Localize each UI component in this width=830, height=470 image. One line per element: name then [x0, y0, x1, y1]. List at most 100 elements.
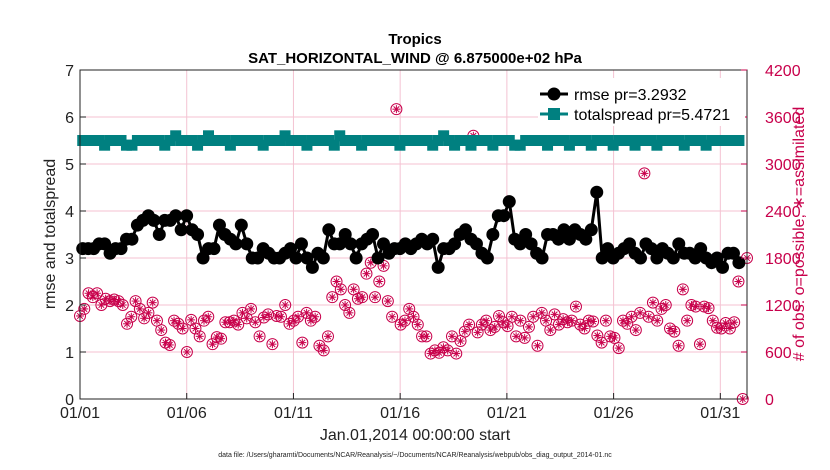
rmse-point — [366, 228, 380, 241]
totalspread-series — [77, 130, 745, 151]
obs-marker-stroke — [303, 309, 310, 316]
obs-marker-circle — [702, 302, 715, 315]
rmse-point — [316, 251, 330, 265]
obs-marker-stroke — [380, 262, 387, 269]
obs-marker-stroke — [81, 305, 88, 313]
obs-marker-stroke — [649, 299, 657, 306]
obs-marker-stroke — [555, 321, 563, 328]
obs-marker-circle — [206, 338, 219, 351]
obs-marker-stroke — [645, 313, 652, 320]
obs-marker-circle — [334, 283, 347, 296]
obs-marker-stroke — [119, 301, 126, 309]
obs-marker-stroke — [93, 290, 101, 297]
obs-marker — [518, 331, 531, 344]
obs-marker — [253, 330, 266, 343]
obs-marker-circle — [617, 314, 630, 327]
totalspread-point — [328, 139, 340, 151]
obs-marker-circle — [578, 322, 591, 335]
obs-marker — [125, 310, 138, 323]
obs-marker-circle — [510, 330, 523, 343]
obs-marker-circle — [155, 324, 168, 337]
obs-marker-circle — [599, 314, 612, 327]
obs-marker-circle — [398, 314, 411, 327]
obs-marker-stroke — [359, 294, 366, 301]
obs-marker-circle — [638, 167, 651, 180]
obs-marker-stroke — [102, 295, 109, 302]
obs-marker-stroke — [384, 297, 391, 305]
obs-marker — [702, 302, 715, 315]
obs-marker-circle — [693, 338, 706, 351]
legend-totalspread-label: totalspread pr=5.4721 — [574, 107, 730, 124]
y-right-tick-label: 600 — [765, 345, 792, 362]
obs-marker-stroke — [175, 320, 182, 327]
obs-marker — [360, 267, 373, 280]
rmse-point — [431, 260, 445, 274]
obs-marker-stroke — [277, 313, 285, 320]
obs-marker-circle — [262, 308, 275, 321]
obs-marker-stroke — [269, 341, 276, 348]
obs-marker-stroke — [183, 348, 191, 356]
x-tick-label: 01/11 — [274, 405, 313, 422]
obs-marker-stroke — [615, 344, 622, 352]
obs-marker-stroke — [414, 321, 421, 328]
obs-marker-circle — [441, 344, 454, 357]
obs-marker — [728, 316, 741, 329]
rmse-point — [688, 251, 702, 265]
obs-marker-circle — [321, 330, 334, 343]
obs-marker-circle — [574, 318, 587, 331]
obs-marker — [599, 314, 612, 327]
obs-marker-stroke — [346, 309, 353, 316]
obs-marker-stroke — [705, 304, 712, 312]
obs-marker-stroke — [589, 318, 597, 325]
legend: rmse pr=3.2932 totalspread pr=5.4721 — [538, 78, 745, 126]
obs-marker — [249, 316, 262, 329]
obs-marker-circle — [681, 314, 694, 327]
obs-marker-circle — [215, 332, 228, 345]
rmse-point — [114, 242, 128, 256]
obs-marker-circle — [176, 322, 189, 335]
obs-marker — [651, 314, 664, 327]
obs-marker-stroke — [641, 170, 648, 177]
obs-marker — [78, 302, 91, 315]
obs-marker — [569, 300, 582, 313]
obs-marker — [274, 310, 287, 323]
chart-subtitle: SAT_HORIZONTAL_WIND @ 6.875000e+02 hPa — [248, 50, 582, 67]
obs-marker-circle — [676, 283, 689, 296]
obs-marker-stroke — [722, 319, 729, 327]
obs-marker — [356, 291, 369, 304]
rmse-point — [212, 218, 226, 232]
obs-marker — [215, 332, 228, 345]
obs-marker-circle — [587, 315, 600, 328]
obs-marker — [296, 336, 309, 349]
obs-marker-circle — [304, 314, 317, 327]
obs-marker — [108, 293, 121, 306]
obs-marker — [659, 299, 672, 311]
obs-marker-stroke — [136, 305, 144, 313]
obs-marker-circle — [172, 317, 185, 330]
obs-marker-stroke — [350, 286, 357, 293]
obs-marker-stroke — [474, 329, 481, 336]
obs-marker-circle — [326, 291, 339, 304]
obs-marker — [634, 306, 647, 319]
obs-marker-stroke — [158, 326, 165, 334]
obs-marker — [689, 300, 702, 313]
obs-marker-stroke — [508, 313, 515, 320]
obs-marker-circle — [411, 318, 424, 331]
obs-marker — [642, 310, 655, 323]
rmse-point — [469, 237, 483, 251]
obs-marker-stroke — [607, 333, 614, 340]
obs-marker — [638, 167, 651, 180]
obs-marker-stroke — [701, 303, 708, 310]
obs-marker — [565, 314, 578, 327]
y-tick-label: 0 — [65, 392, 74, 409]
obs-marker-stroke — [140, 315, 148, 322]
obs-marker-stroke — [312, 313, 319, 320]
obs-marker-circle — [595, 336, 608, 349]
y-tick-label: 3 — [65, 251, 74, 268]
obs-marker — [505, 310, 518, 323]
obs-marker-circle — [394, 318, 407, 331]
obs-marker — [369, 291, 382, 304]
obs-marker — [116, 299, 129, 311]
obs-marker — [373, 275, 386, 288]
